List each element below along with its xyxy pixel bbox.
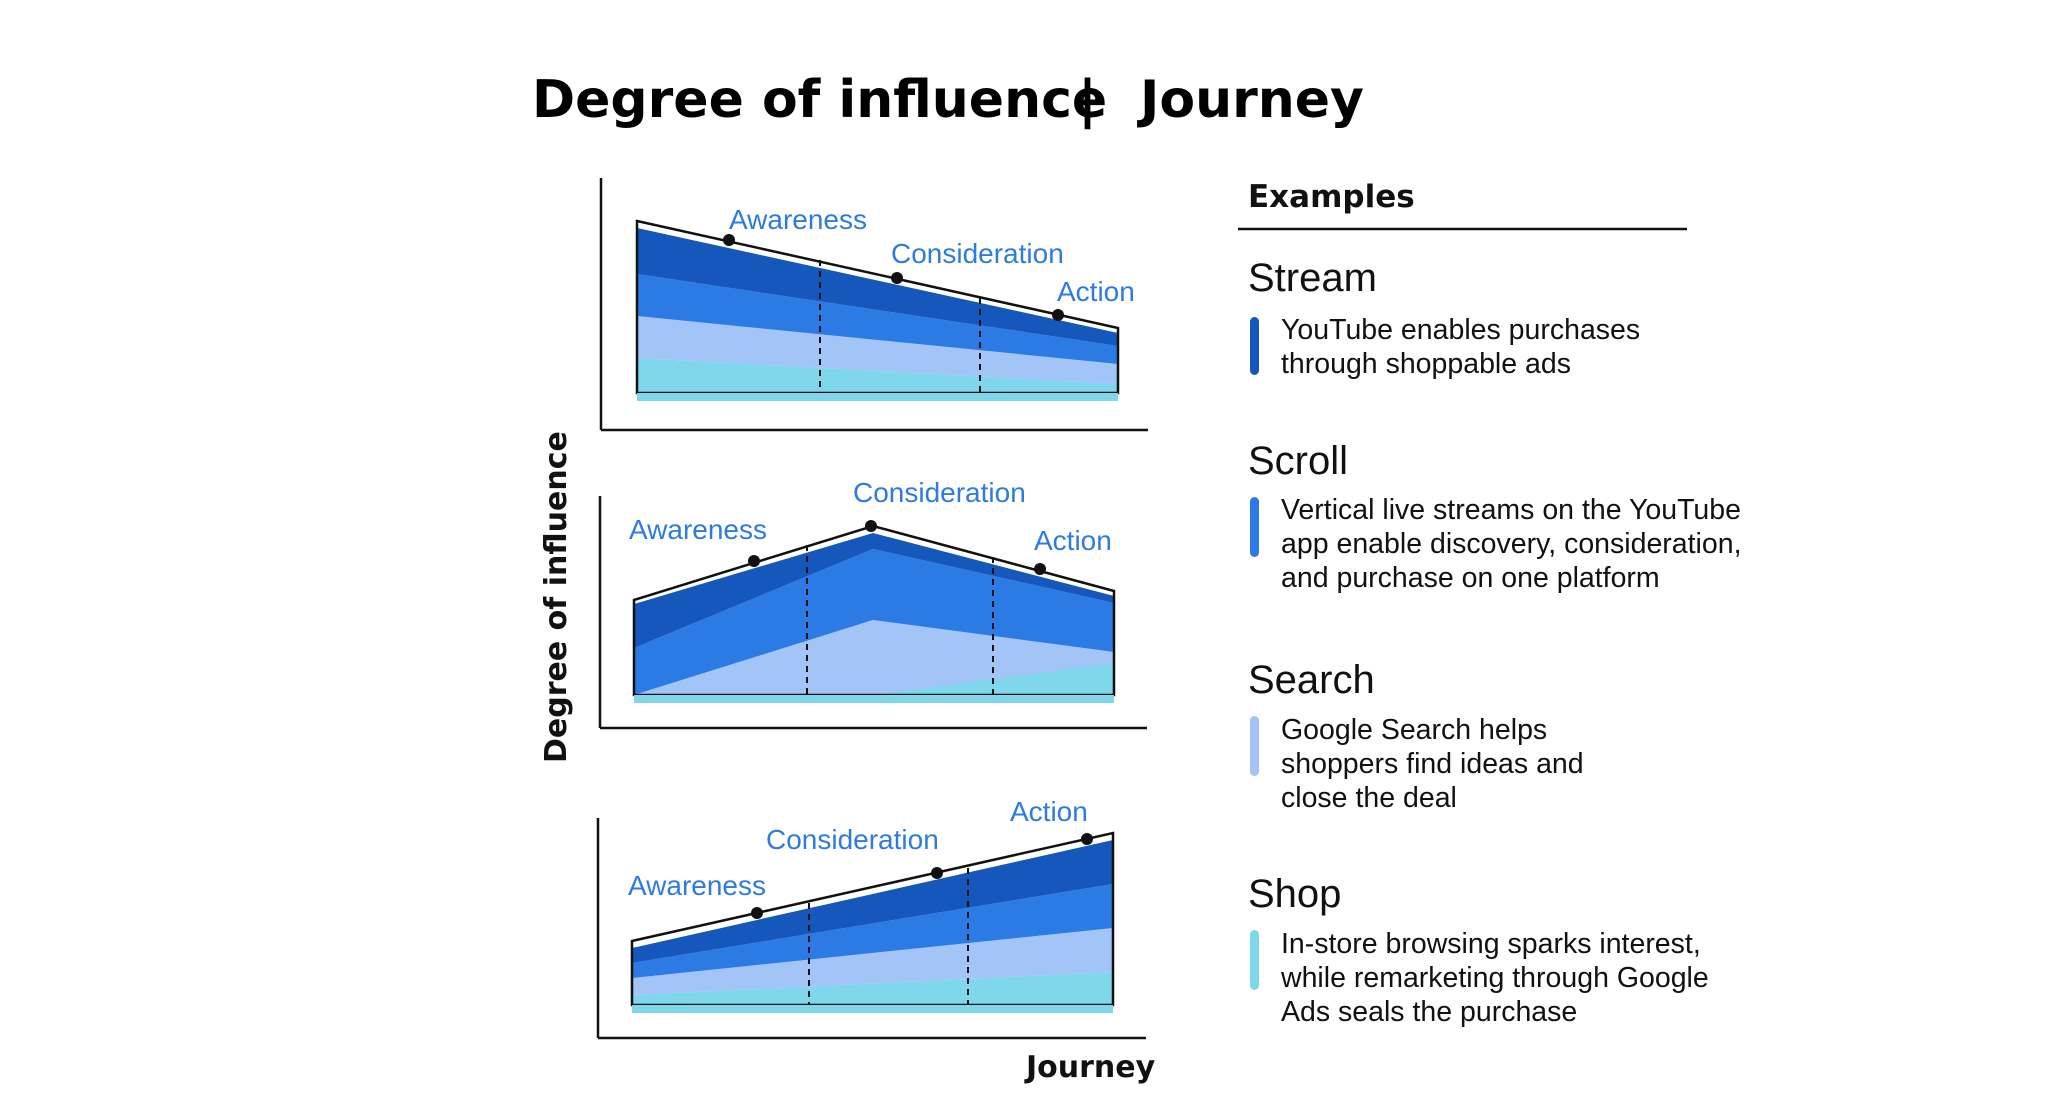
band-dark-blue [632, 840, 1113, 963]
example-desc-line: close the deal [1281, 782, 1457, 814]
examples-heading: Examples [1248, 179, 1415, 215]
example-title-stream: Stream [1248, 256, 1377, 300]
stage-marker [865, 520, 877, 532]
band-dark-blue [634, 533, 1114, 648]
page-title-right: Journey [1137, 70, 1364, 130]
band-mid-blue [632, 884, 1113, 978]
stage-label-awareness: Awareness [628, 870, 766, 901]
stage-marker [1052, 309, 1064, 321]
examples-panel: Examples Stream YouTube enables purchase… [1238, 179, 1742, 1028]
stage-marker [891, 272, 903, 284]
baseline-strip [632, 1005, 1113, 1013]
chart-outline [632, 524, 1116, 697]
example-desc-line: YouTube enables purchases [1281, 314, 1640, 346]
band-mid-blue [634, 549, 1114, 695]
band-cyan [637, 358, 1118, 393]
example-desc-line: Google Search helps [1281, 714, 1547, 746]
baseline-strip [634, 695, 1114, 703]
example-title-shop: Shop [1248, 872, 1341, 916]
example-title-search: Search [1248, 658, 1375, 702]
stage-label-awareness: Awareness [729, 204, 867, 235]
diagram-scroll: Awareness Consideration Action [598, 477, 1147, 730]
diagram-shop: Awareness Consideration Action [596, 796, 1146, 1040]
example-color-bar-search [1250, 716, 1259, 776]
baseline-strip [637, 393, 1118, 401]
stage-marker [931, 867, 943, 879]
example-desc-line: shoppers find ideas and [1281, 748, 1584, 780]
x-axis-label: Journey [1024, 1050, 1156, 1085]
example-color-bar-shop [1250, 930, 1259, 990]
band-light-blue [632, 928, 1113, 995]
example-desc-line: In-store browsing sparks interest, [1281, 928, 1701, 960]
stage-marker [751, 907, 763, 919]
diagram-stream: Awareness Consideration Action [599, 178, 1148, 432]
example-desc-line: through shoppable ads [1281, 348, 1571, 380]
stage-label-action: Action [1034, 525, 1112, 556]
example-desc-line: Vertical live streams on the YouTube [1281, 494, 1741, 526]
example-desc-line: app enable discovery, consideration, [1281, 528, 1742, 560]
page-title-separator: | [1078, 70, 1097, 130]
band-dark-blue [637, 228, 1118, 346]
example-desc-line: while remarketing through Google [1280, 962, 1709, 994]
stage-label-consideration: Consideration [891, 238, 1064, 269]
stage-label-awareness: Awareness [629, 514, 767, 545]
example-desc-line: and purchase on one platform [1281, 562, 1660, 594]
band-light-blue [637, 316, 1118, 384]
example-desc-line: Ads seals the purchase [1281, 996, 1577, 1028]
stage-marker [1034, 563, 1046, 575]
example-color-bar-stream [1250, 317, 1259, 375]
y-axis-label: Degree of influence [539, 431, 574, 763]
stage-marker [723, 234, 735, 246]
stage-label-action: Action [1010, 796, 1088, 827]
band-mid-blue [637, 274, 1118, 364]
page-title-left: Degree of influence [532, 70, 1107, 130]
stage-marker [1081, 833, 1093, 845]
example-color-bar-scroll [1250, 497, 1259, 557]
stage-label-action: Action [1057, 276, 1135, 307]
stage-label-consideration: Consideration [766, 824, 939, 855]
stage-label-consideration: Consideration [853, 477, 1026, 508]
example-title-scroll: Scroll [1248, 439, 1348, 483]
stage-marker [748, 555, 760, 567]
band-cyan [632, 972, 1113, 1005]
